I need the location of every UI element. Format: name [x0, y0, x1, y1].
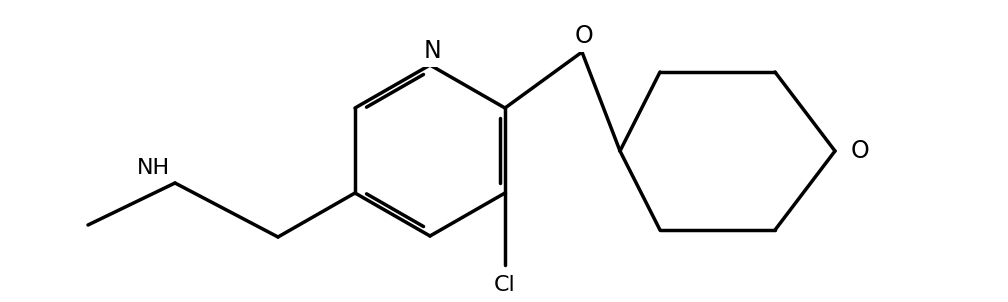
Text: O: O: [575, 24, 594, 48]
Text: O: O: [851, 139, 870, 163]
Text: NH: NH: [137, 158, 170, 178]
Text: Cl: Cl: [494, 275, 516, 295]
Text: N: N: [423, 39, 440, 63]
